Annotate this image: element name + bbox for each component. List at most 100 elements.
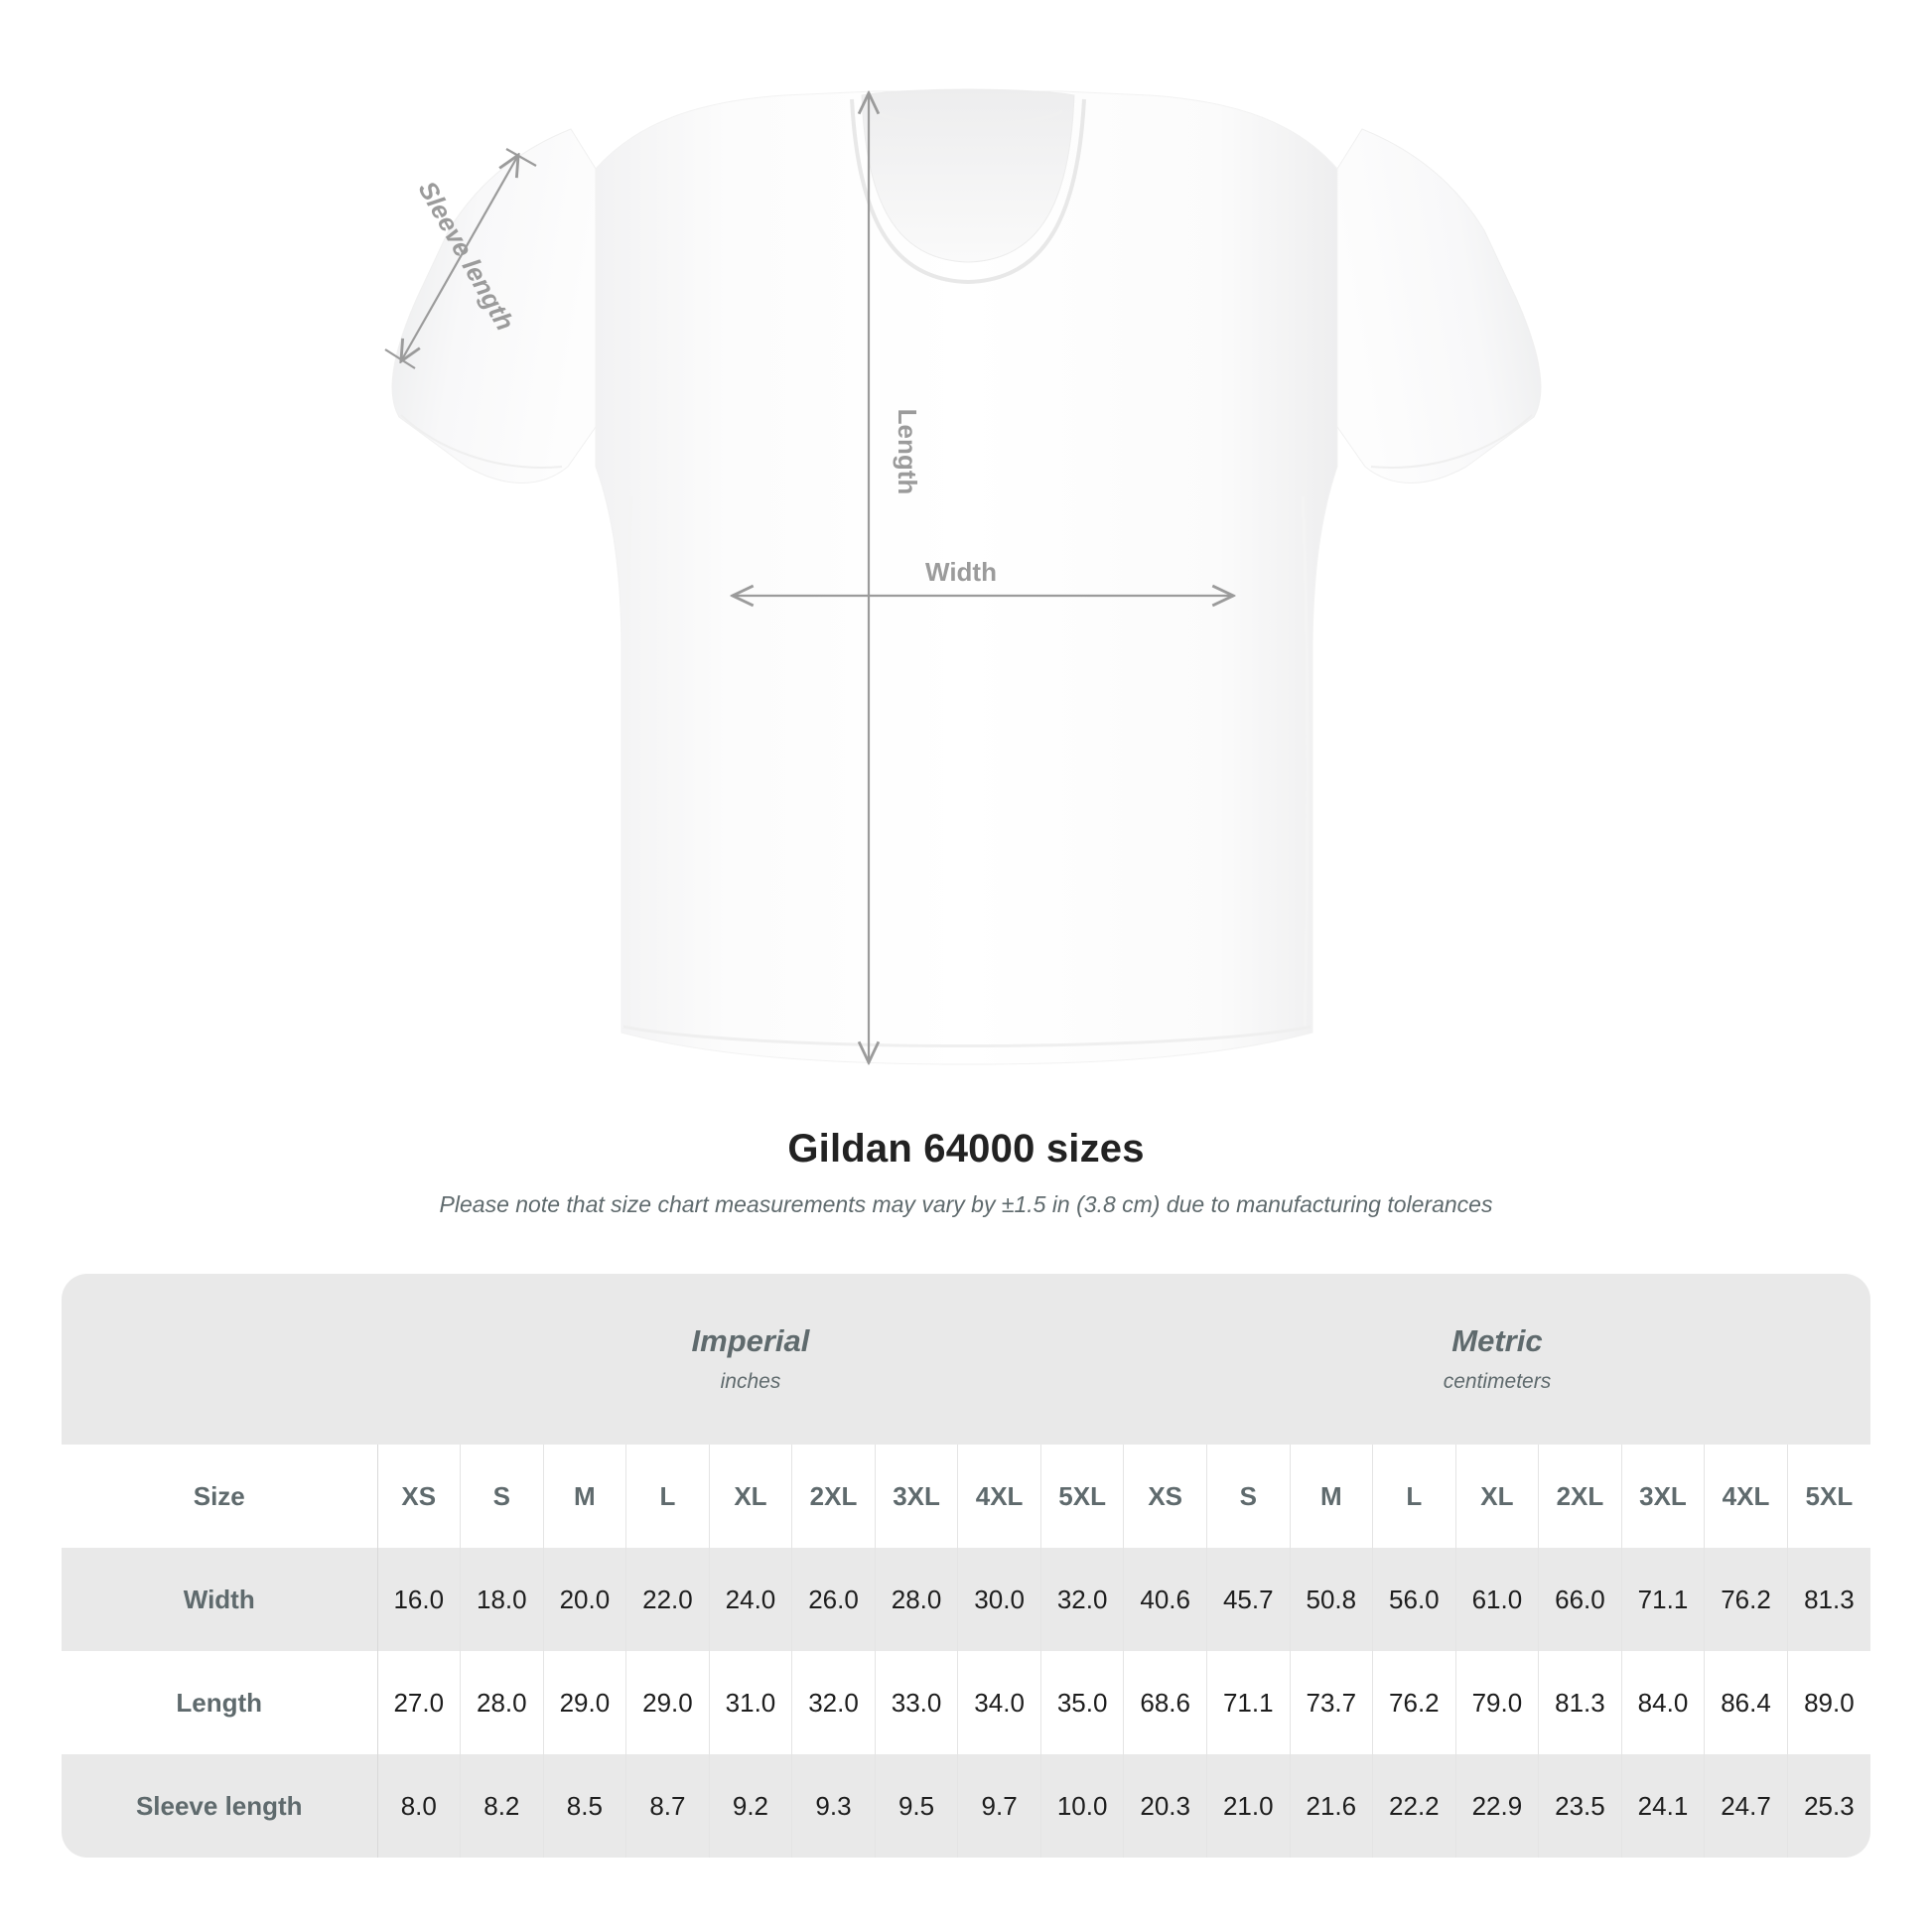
size-header-cell-imp-5xl: 5XL [1040,1445,1125,1548]
unit-header-row: Imperial inches Metric centimeters [62,1274,1870,1445]
cell-width-met-4xl: 76.2 [1704,1548,1788,1651]
cell-sleeve-imp-5xl: 10.0 [1040,1754,1125,1858]
cell-sleeve-imp-l: 8.7 [625,1754,710,1858]
size-header-cell-imp-m: M [543,1445,627,1548]
size-table: Imperial inches Metric centimeters Size … [62,1274,1870,1858]
cell-sleeve-imp-s: 8.2 [460,1754,544,1858]
cell-sleeve-met-xl: 22.9 [1455,1754,1540,1858]
cell-length-imp-4xl: 34.0 [957,1651,1041,1754]
cell-length-imp-l: 29.0 [625,1651,710,1754]
cell-sleeve-met-2xl: 23.5 [1538,1754,1622,1858]
size-header-cell-imp-s: S [460,1445,544,1548]
size-header-cell-met-xl: XL [1455,1445,1540,1548]
cell-length-met-m: 73.7 [1290,1651,1374,1754]
cell-width-met-xs: 40.6 [1123,1548,1207,1651]
cell-width-met-s: 45.7 [1206,1548,1291,1651]
size-header-row: Size XS S M L XL 2XL 3XL 4XL 5XL XS S M … [62,1445,1870,1548]
cell-sleeve-imp-m: 8.5 [543,1754,627,1858]
cell-length-met-s: 71.1 [1206,1651,1291,1754]
size-header-cell-met-3xl: 3XL [1621,1445,1706,1548]
size-header-cell-met-l: L [1372,1445,1456,1548]
cell-width-met-2xl: 66.0 [1538,1548,1622,1651]
unit-name-metric: Metric [1451,1322,1543,1358]
cell-sleeve-met-4xl: 24.7 [1704,1754,1788,1858]
width-label: Width [925,557,997,587]
width-dimension: Width [735,557,1231,596]
table-row-sleeve-length: Sleeve length 8.0 8.2 8.5 8.7 9.2 9.3 9.… [62,1754,1870,1858]
cell-length-imp-3xl: 33.0 [875,1651,959,1754]
cell-length-met-xl: 79.0 [1455,1651,1540,1754]
cell-width-met-3xl: 71.1 [1621,1548,1706,1651]
shirt-body [595,90,1338,1065]
cell-sleeve-imp-4xl: 9.7 [957,1754,1041,1858]
row-label-length: Length [62,1651,378,1754]
cell-length-imp-xl: 31.0 [709,1651,793,1754]
cell-width-imp-2xl: 26.0 [791,1548,876,1651]
cell-sleeve-imp-xl: 9.2 [709,1754,793,1858]
cell-width-met-l: 56.0 [1372,1548,1456,1651]
size-header-cell-met-m: M [1290,1445,1374,1548]
table-row-length: Length 27.0 28.0 29.0 29.0 31.0 32.0 33.… [62,1651,1870,1754]
cell-width-imp-s: 18.0 [460,1548,544,1651]
cell-length-imp-m: 29.0 [543,1651,627,1754]
length-dimension: Length [869,95,922,1060]
size-header-cell-met-xs: XS [1123,1445,1207,1548]
tolerance-note: Please note that size chart measurements… [439,1191,1493,1217]
cell-length-imp-s: 28.0 [460,1651,544,1754]
unit-group-imperial: Imperial inches [377,1274,1124,1445]
tshirt-illustration-svg: Sleeve length Length Width [384,88,1542,1065]
cell-width-imp-5xl: 32.0 [1040,1548,1125,1651]
unit-sub-imperial: inches [720,1370,781,1394]
cell-sleeve-imp-xs: 8.0 [377,1754,462,1858]
cell-sleeve-met-l: 22.2 [1372,1754,1456,1858]
page-title: Gildan 64000 sizes [787,1127,1145,1171]
cell-length-imp-xs: 27.0 [377,1651,462,1754]
size-table-container: Imperial inches Metric centimeters Size … [62,1274,1870,1858]
cell-sleeve-met-s: 21.0 [1206,1754,1291,1858]
cell-width-imp-xl: 24.0 [709,1548,793,1651]
size-header-cell-imp-4xl: 4XL [957,1445,1041,1548]
heading-block: Gildan 64000 sizes Please note that size… [0,1127,1932,1218]
cell-length-met-l: 76.2 [1372,1651,1456,1754]
cell-width-imp-4xl: 30.0 [957,1548,1041,1651]
size-header-cell-imp-l: L [625,1445,710,1548]
length-label: Length [893,409,922,495]
cell-width-imp-m: 20.0 [543,1548,627,1651]
collar [850,88,1086,285]
cell-width-imp-xs: 16.0 [377,1548,462,1651]
cell-width-met-xl: 61.0 [1455,1548,1540,1651]
table-row-width: Width 16.0 18.0 20.0 22.0 24.0 26.0 28.0… [62,1548,1870,1651]
cell-sleeve-imp-2xl: 9.3 [791,1754,876,1858]
size-header-cell-imp-3xl: 3XL [875,1445,959,1548]
size-header-cell-met-s: S [1206,1445,1291,1548]
size-header-cell-imp-xs: XS [377,1445,462,1548]
right-sleeve [1336,128,1542,483]
unit-sub-metric: centimeters [1443,1370,1552,1394]
size-header-cell-met-5xl: 5XL [1787,1445,1870,1548]
size-table-body: Imperial inches Metric centimeters Size … [62,1274,1870,1858]
cell-sleeve-met-3xl: 24.1 [1621,1754,1706,1858]
cell-sleeve-met-xs: 20.3 [1123,1754,1207,1858]
row-label-sleeve-length: Sleeve length [62,1754,378,1858]
cell-width-met-5xl: 81.3 [1787,1548,1870,1651]
unit-group-metric: Metric centimeters [1123,1274,1870,1445]
cell-length-met-3xl: 84.0 [1621,1651,1706,1754]
row-label-width: Width [62,1548,378,1651]
size-header-cell-met-4xl: 4XL [1704,1445,1788,1548]
size-header-cell-imp-xl: XL [709,1445,793,1548]
size-row-label: Size [62,1445,378,1548]
cell-length-imp-5xl: 35.0 [1040,1651,1125,1754]
unit-name-imperial: Imperial [691,1322,810,1358]
cell-width-met-m: 50.8 [1290,1548,1374,1651]
cell-length-met-5xl: 89.0 [1787,1651,1870,1754]
size-header-cell-imp-2xl: 2XL [791,1445,876,1548]
cell-length-imp-2xl: 32.0 [791,1651,876,1754]
tshirt-diagram: Sleeve length Length Width [384,88,1542,1065]
cell-sleeve-imp-3xl: 9.5 [875,1754,959,1858]
cell-width-imp-l: 22.0 [625,1548,710,1651]
cell-length-met-2xl: 81.3 [1538,1651,1622,1754]
size-header-cell-met-2xl: 2XL [1538,1445,1622,1548]
cell-sleeve-met-5xl: 25.3 [1787,1754,1870,1858]
unit-row-corner [62,1274,377,1445]
